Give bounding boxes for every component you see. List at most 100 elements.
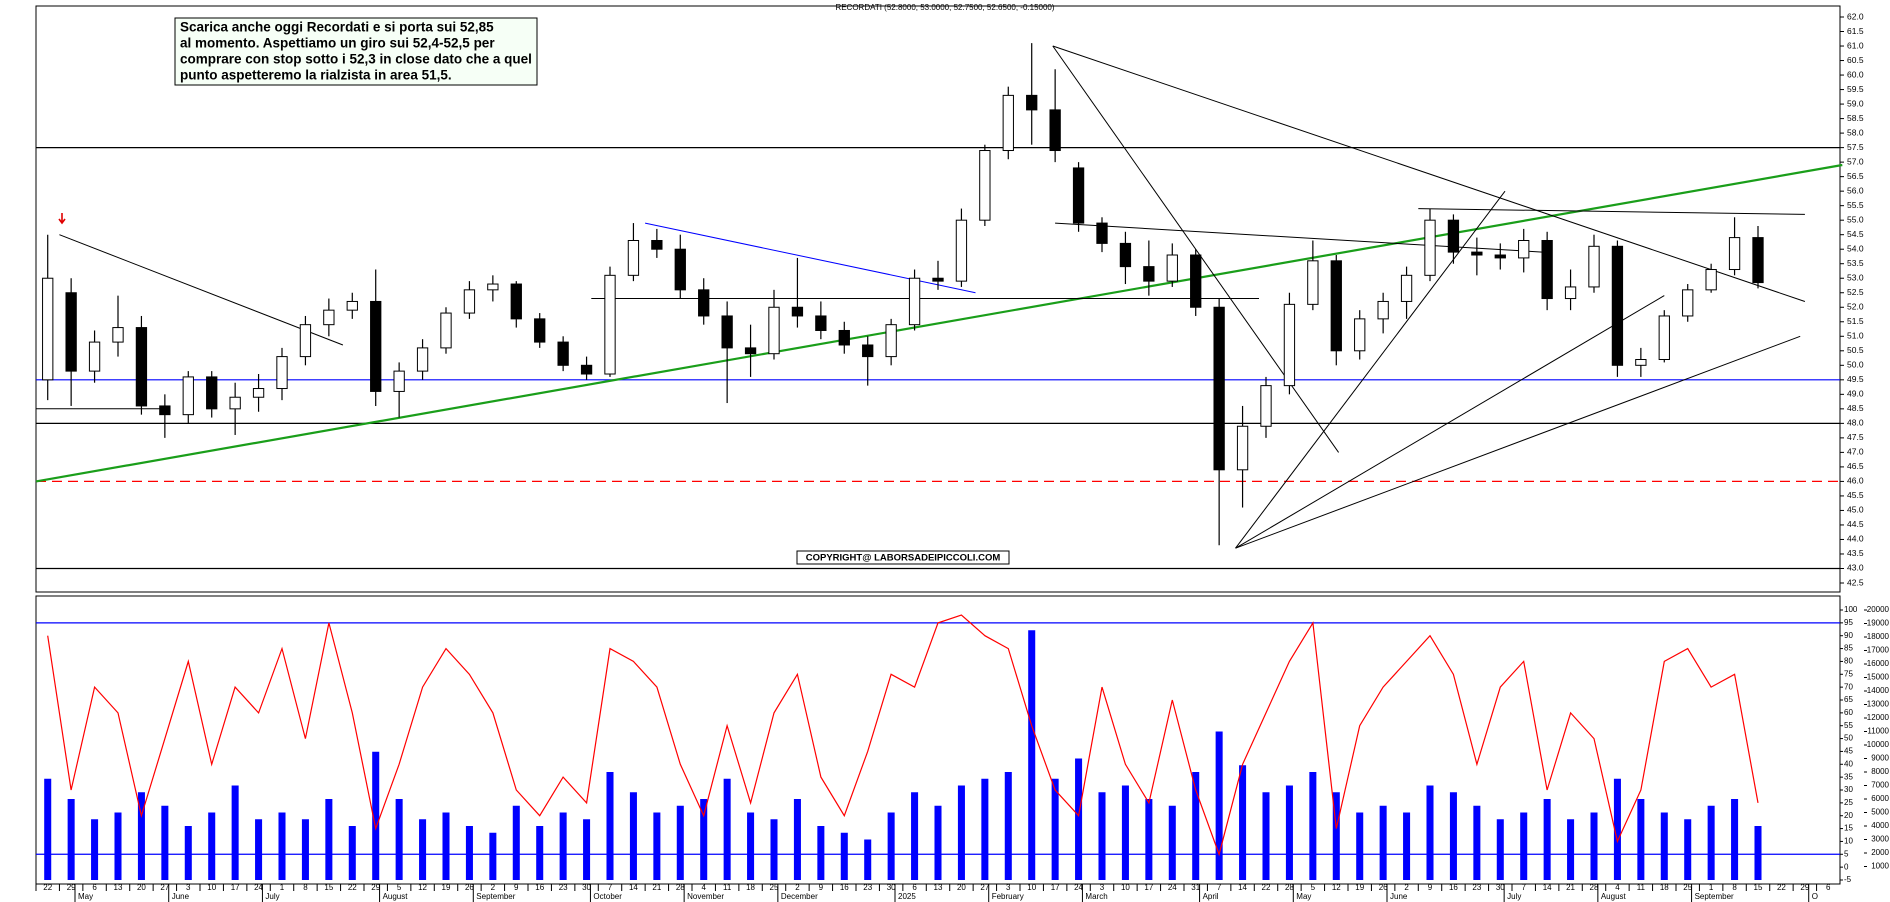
- y-tick-label: 42.5: [1847, 577, 1864, 587]
- candle-body: [487, 283, 499, 291]
- y2-tick-label: 11000: [1867, 727, 1889, 736]
- volume-bar: [700, 799, 708, 880]
- y-tick-label: 53.0: [1847, 272, 1864, 282]
- y-tick-label: 49.0: [1847, 389, 1864, 399]
- y-tick-label: 55.5: [1847, 200, 1864, 210]
- y-tick-label: 95: [1844, 618, 1853, 627]
- x-tick-label: 17: [1144, 883, 1153, 892]
- volume-bar: [91, 819, 99, 880]
- y-tick-label: 59.0: [1847, 98, 1864, 108]
- x-tick-label: 15: [1754, 883, 1763, 892]
- volume-bar: [137, 792, 145, 880]
- candle-body: [1518, 239, 1530, 259]
- y-tick-label: 75: [1844, 669, 1853, 678]
- volume-bar: [1332, 792, 1340, 880]
- volume-bar: [395, 799, 403, 880]
- candle-body: [510, 283, 522, 320]
- x-tick-label: 31: [1191, 883, 1200, 892]
- y-tick-label: 100: [1844, 605, 1858, 614]
- volume-bar: [114, 812, 122, 880]
- indicator-panel-frame: [35, 595, 1841, 885]
- x-tick-label: 20: [137, 883, 146, 892]
- y-tick-label: 50.5: [1847, 345, 1864, 355]
- x-tick-label: 6: [912, 883, 917, 892]
- y2-tick-label: 2000: [1871, 848, 1889, 857]
- candle-body: [1143, 266, 1155, 282]
- x-tick-label: 25: [770, 883, 779, 892]
- volume-bar: [278, 812, 286, 880]
- volume-bar: [1543, 799, 1551, 880]
- volume-bar: [1051, 778, 1059, 880]
- volume-bar: [1192, 772, 1200, 880]
- y-tick-label: 52.0: [1847, 302, 1864, 312]
- x-tick-label: 14: [1238, 883, 1247, 892]
- candle-body: [1424, 219, 1436, 276]
- y2-tick-label: 17000: [1867, 646, 1890, 655]
- x-tick-label: 3: [186, 883, 191, 892]
- volume-bar: [1473, 805, 1481, 880]
- candle-body: [1541, 239, 1553, 300]
- y-tick-label: 45.0: [1847, 505, 1864, 515]
- trendline: [1235, 190, 1506, 549]
- y-tick-label: 46.0: [1847, 476, 1864, 486]
- y-tick-label: 70: [1844, 682, 1853, 691]
- candle-body: [276, 356, 288, 390]
- volume-bar: [1613, 778, 1621, 880]
- candle-body: [1494, 254, 1506, 259]
- y-tick-label: 44.0: [1847, 534, 1864, 544]
- y-tick-label: 60.5: [1847, 55, 1864, 65]
- candle-body: [1564, 286, 1577, 300]
- y-tick-label: 49.5: [1847, 374, 1864, 384]
- x-tick-label: 7: [1217, 883, 1222, 892]
- x-tick-label: 21: [1566, 883, 1575, 892]
- trendline: [1235, 295, 1665, 549]
- month-label: October: [593, 892, 622, 901]
- x-tick-label: 25: [1683, 883, 1692, 892]
- volume-bar: [1637, 799, 1645, 880]
- y-tick-label: 54.5: [1847, 229, 1864, 239]
- y2-tick-label: 1000: [1871, 862, 1889, 871]
- volume-bar: [67, 799, 75, 880]
- volume-bar: [348, 826, 356, 880]
- x-tick-label: 6: [92, 883, 97, 892]
- month-label: June: [1390, 892, 1408, 901]
- volume-bar: [747, 812, 755, 880]
- candle-body: [42, 277, 54, 381]
- candle-body: [862, 344, 874, 358]
- y-tick-label: 85: [1844, 644, 1853, 653]
- y-tick-label: 45: [1844, 747, 1853, 756]
- candle-body: [1119, 242, 1132, 268]
- volume-bar: [1590, 812, 1598, 880]
- volume-bar: [536, 826, 544, 880]
- volume-bar: [184, 826, 192, 880]
- y-tick-label: 60.0: [1847, 69, 1864, 79]
- volume-bar: [1075, 758, 1083, 880]
- volume-bar: [489, 832, 497, 880]
- y-tick-label: 59.5: [1847, 84, 1864, 94]
- trendline: [644, 222, 976, 294]
- trendline: [35, 163, 1843, 483]
- volume-bar: [817, 826, 825, 880]
- candle-body: [1330, 260, 1342, 352]
- copyright-frame: [796, 550, 1010, 565]
- candle-body: [1635, 359, 1647, 366]
- x-tick-label: 11: [1637, 883, 1646, 892]
- price-layer: [35, 16, 1844, 584]
- candle-body: [1728, 237, 1741, 271]
- x-tick-label: 22: [1777, 883, 1786, 892]
- y-tick-label: 57.0: [1847, 156, 1864, 166]
- candle-body: [323, 309, 335, 326]
- x-tick-label: 3: [1006, 883, 1011, 892]
- volume-bar: [1239, 765, 1247, 880]
- x-tick-label: 10: [1121, 883, 1130, 892]
- volume-bar: [372, 751, 380, 880]
- x-tick-label: 5: [397, 883, 402, 892]
- candle-body: [557, 341, 569, 366]
- y-tick-label: 50.0: [1847, 360, 1864, 370]
- note-box: Scarica anche oggi Recordati e si porta …: [174, 17, 538, 86]
- x-tick-label: 2: [491, 883, 496, 892]
- candle-body: [182, 376, 194, 416]
- y-tick-label: 48.5: [1847, 403, 1864, 413]
